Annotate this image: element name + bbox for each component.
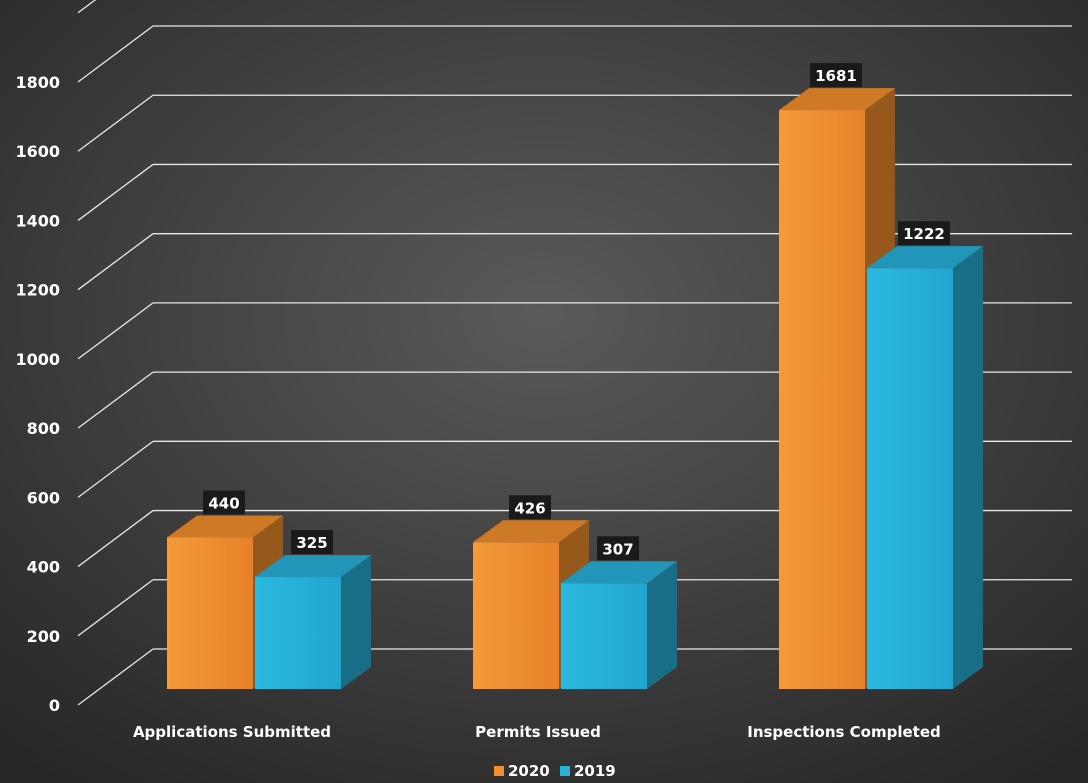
legend-swatch — [494, 766, 504, 776]
gridline — [77, 0, 97, 14]
data-label: 307 — [597, 536, 639, 561]
gridline — [77, 163, 1072, 221]
svg-text:325: 325 — [296, 534, 327, 552]
y-tick-label: 0 — [49, 696, 60, 715]
bar — [867, 246, 983, 689]
data-labels-layer: 440 325 426 307 1681 1222 — [203, 63, 950, 561]
svg-text:426: 426 — [514, 499, 545, 517]
legend: 2020 2019 — [494, 762, 616, 780]
svg-text:1222: 1222 — [903, 225, 945, 243]
y-tick-label: 1200 — [15, 281, 60, 300]
gridline — [77, 94, 1072, 152]
bars-layer — [167, 88, 983, 689]
legend-label: 2020 — [508, 762, 550, 780]
bar — [561, 561, 677, 689]
data-label: 1222 — [898, 221, 950, 246]
data-label: 1681 — [810, 63, 862, 88]
svg-text:1681: 1681 — [815, 67, 857, 85]
svg-text:307: 307 — [602, 540, 633, 558]
y-tick-label: 400 — [27, 558, 60, 577]
y-tick-label: 1000 — [15, 350, 60, 369]
y-tick-label: 1600 — [15, 142, 60, 161]
data-label: 325 — [291, 530, 333, 555]
y-tick-label: 600 — [27, 488, 60, 507]
data-label: 440 — [203, 490, 245, 515]
legend-swatch — [560, 766, 570, 776]
x-category-label: Inspections Completed — [747, 723, 941, 741]
y-tick-label: 1800 — [15, 73, 60, 92]
bar — [255, 555, 371, 689]
y-tick-label: 800 — [27, 419, 60, 438]
legend-item: 2019 — [560, 762, 616, 780]
svg-text:440: 440 — [208, 494, 239, 512]
x-category-label: Permits Issued — [475, 723, 601, 741]
y-tick-label: 200 — [27, 627, 60, 646]
y-tick-label: 1400 — [15, 211, 60, 230]
x-category-label: Applications Submitted — [133, 723, 331, 741]
legend-item: 2020 — [494, 762, 550, 780]
gridline — [77, 25, 1072, 83]
data-label: 426 — [509, 495, 551, 520]
legend-label: 2019 — [574, 762, 616, 780]
y-axis-ticks: 0 200 400 600 800 1000 1200 1400 1600 1800 — [15, 73, 60, 715]
bar — [473, 520, 589, 689]
x-axis-categories: Applications Submitted Permits Issued Insp… — [133, 723, 941, 741]
